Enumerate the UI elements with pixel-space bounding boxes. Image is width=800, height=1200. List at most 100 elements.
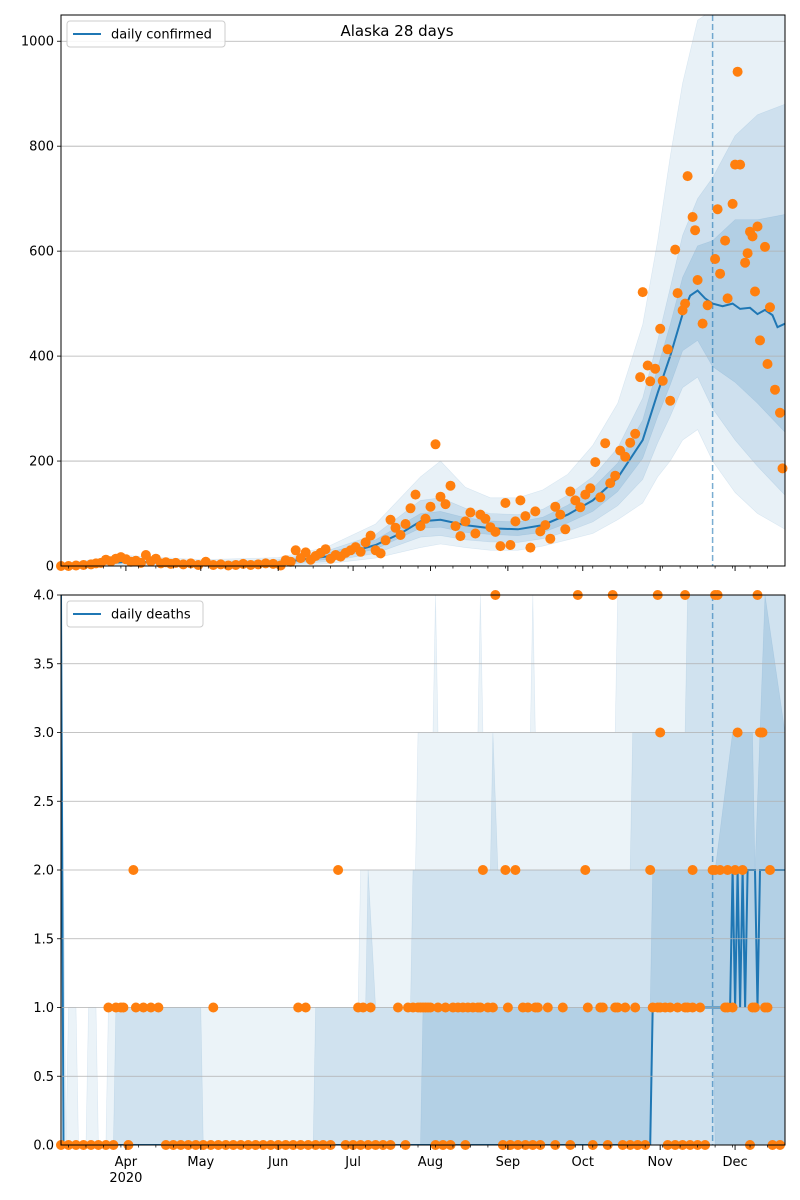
y-tick-label: 600 <box>29 245 54 260</box>
y-tick-label: 1.5 <box>33 932 54 947</box>
data-point <box>445 480 456 491</box>
data-point <box>475 1002 486 1013</box>
y-tick-label: 2.0 <box>33 864 54 879</box>
axes-frame <box>60 594 786 1146</box>
data-point <box>520 511 531 522</box>
data-point <box>300 547 311 558</box>
data-point <box>565 486 576 497</box>
data-point <box>557 1002 568 1013</box>
data-point <box>605 478 616 489</box>
data-point <box>765 302 775 313</box>
y-tick-label: 2.5 <box>33 795 54 810</box>
data-point <box>690 225 701 236</box>
data-point <box>500 498 511 508</box>
data-point <box>750 286 760 297</box>
y-tick-label: 0.5 <box>33 1070 54 1085</box>
x-tick-label: Dec <box>722 1155 747 1170</box>
data-point <box>645 865 656 875</box>
data-point <box>697 318 708 329</box>
y-tick-label: 4.0 <box>33 589 54 604</box>
y-tick-label: 800 <box>29 140 54 155</box>
observed-points <box>56 590 785 1150</box>
observed-points <box>56 66 788 571</box>
data-point <box>215 559 226 570</box>
y-tick-label: 3.5 <box>33 657 54 672</box>
y-tick-label: 400 <box>29 350 54 365</box>
x-tick-label: May <box>187 1155 214 1170</box>
data-point <box>545 533 556 544</box>
legend-label: daily deaths <box>111 608 191 623</box>
data-point <box>178 559 189 570</box>
data-point <box>585 483 596 494</box>
data-point <box>620 451 631 462</box>
data-point <box>737 865 748 875</box>
data-point <box>575 502 586 513</box>
data-point <box>775 407 785 418</box>
data-point <box>128 865 139 875</box>
y-tick-label: 0.0 <box>33 1139 54 1154</box>
data-point <box>455 531 466 542</box>
data-point <box>135 557 146 568</box>
x-tick-label: Oct <box>572 1155 594 1170</box>
data-point <box>365 1002 376 1013</box>
data-point <box>510 865 521 875</box>
data-point <box>665 395 676 406</box>
data-point <box>710 254 721 264</box>
data-point <box>642 360 653 371</box>
data-point <box>477 865 488 875</box>
legend-label: daily confirmed <box>111 28 212 43</box>
legend-box <box>66 20 226 48</box>
data-point <box>300 1002 311 1013</box>
data-point <box>495 541 506 552</box>
data-point <box>672 1002 683 1013</box>
data-point <box>757 727 768 738</box>
data-point <box>153 1002 164 1013</box>
data-point <box>400 519 411 529</box>
data-point <box>620 1002 631 1013</box>
data-point <box>530 506 541 517</box>
data-point <box>118 1002 129 1013</box>
data-point <box>555 509 566 520</box>
data-point <box>752 221 763 232</box>
data-point <box>670 244 681 255</box>
data-point <box>722 293 733 304</box>
data-point <box>480 513 491 524</box>
data-point <box>762 359 773 369</box>
x-tick-label: Jun <box>267 1155 288 1170</box>
data-point <box>510 516 521 527</box>
data-point <box>747 231 758 242</box>
legend: daily confirmed <box>66 20 226 48</box>
data-point <box>600 438 611 449</box>
data-point <box>630 428 641 439</box>
data-point <box>655 727 666 738</box>
plot-area <box>61 15 785 566</box>
data-point <box>580 865 591 875</box>
axes-frame <box>60 14 786 567</box>
data-point <box>522 1002 533 1013</box>
x-tick-label: Aug <box>418 1155 443 1170</box>
data-point <box>375 548 386 559</box>
data-point <box>333 865 344 875</box>
chart-title: Alaska 28 days <box>340 22 453 40</box>
data-point <box>435 491 446 502</box>
data-point <box>687 865 698 875</box>
data-point <box>590 457 601 468</box>
data-point <box>170 557 181 568</box>
data-point <box>740 257 751 268</box>
data-point <box>762 1002 773 1013</box>
data-point <box>650 363 661 374</box>
data-point <box>637 287 648 298</box>
data-point <box>692 275 703 285</box>
legend-box <box>66 600 204 628</box>
data-point <box>645 376 656 387</box>
data-point <box>630 1002 641 1013</box>
data-point <box>425 501 436 512</box>
data-point <box>750 1002 760 1013</box>
data-point <box>358 1002 369 1013</box>
data-point <box>230 560 241 570</box>
y-tick-label: 0 <box>46 560 54 575</box>
x-tick-label: Apr <box>115 1155 138 1170</box>
data-point <box>610 470 621 481</box>
y-tick-label: 1.0 <box>33 1001 54 1016</box>
